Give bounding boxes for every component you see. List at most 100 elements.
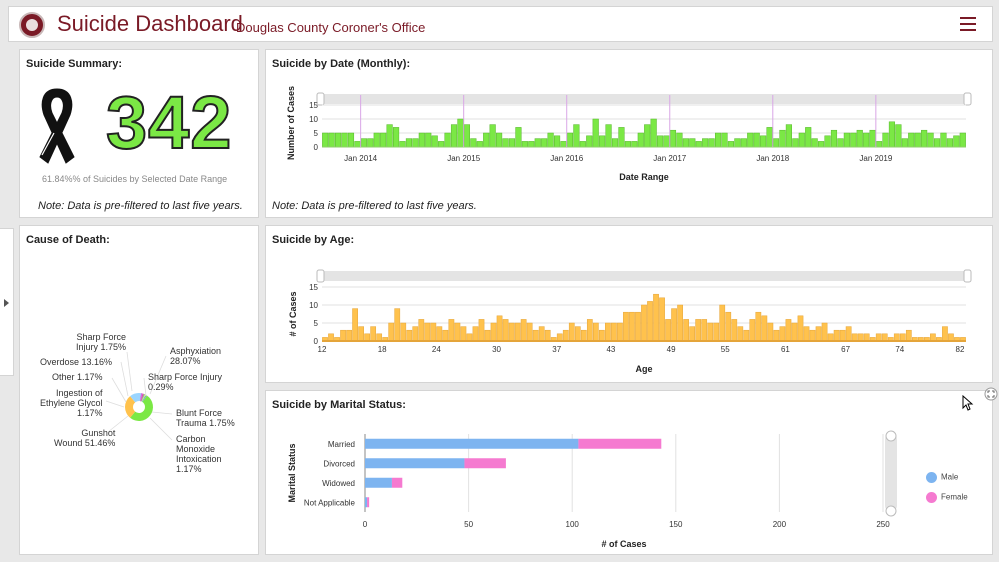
- data-bar: [617, 322, 623, 342]
- data-bar: [566, 132, 574, 148]
- data-bar: [412, 138, 419, 148]
- cause-chart-title: Cause of Death:: [26, 234, 110, 246]
- side-panel-toggle[interactable]: [0, 228, 14, 376]
- x-tick-label: Jan 2016: [550, 154, 583, 163]
- date-bar-chart: 0 5 10 15 Jan 2014 Jan 2015 Jan 2016 Jan 2017 Ja…: [286, 86, 972, 182]
- data-bar: [528, 141, 535, 148]
- data-bar: [725, 311, 732, 342]
- expand-icon[interactable]: [984, 387, 998, 401]
- data-bar: [489, 124, 496, 148]
- data-bar: [568, 322, 575, 342]
- data-bar: [328, 333, 334, 342]
- data-bar: [347, 132, 355, 148]
- hamburger-menu-icon[interactable]: [960, 17, 976, 31]
- data-bar: [845, 326, 852, 342]
- data-bar: [857, 333, 864, 342]
- data-bar: [869, 129, 876, 148]
- data-bar: [895, 124, 902, 148]
- data-bar: [863, 132, 870, 148]
- data-bar: [346, 329, 352, 342]
- data-bar: [875, 333, 882, 342]
- pie-label: Carbon Monoxide Intoxication 1.17%: [176, 434, 222, 474]
- data-bar: [791, 322, 798, 342]
- data-bar: [438, 141, 445, 148]
- data-bar: [946, 138, 953, 148]
- data-bar: [514, 322, 521, 342]
- summary-note: Note: Data is pre-filtered to last five …: [38, 200, 243, 212]
- data-bar: [773, 329, 780, 342]
- data-bar: [556, 333, 563, 342]
- pie-leader-line: [143, 377, 147, 397]
- data-bar: [682, 138, 689, 148]
- stacked-bar-segment: [365, 497, 368, 508]
- data-bar: [502, 138, 509, 148]
- data-bar: [737, 326, 744, 342]
- data-bar: [502, 319, 509, 342]
- data-bar: [821, 322, 828, 342]
- data-bar: [450, 124, 458, 148]
- data-bar: [818, 141, 825, 148]
- data-bar: [695, 141, 702, 148]
- data-bar: [611, 138, 619, 148]
- data-bar: [442, 329, 449, 342]
- y-axis-title: Number of Cases: [286, 86, 296, 160]
- data-bar: [740, 138, 747, 148]
- data-bar: [560, 141, 567, 148]
- pie-leader-line: [120, 361, 129, 397]
- x-tick-label: 55: [721, 345, 730, 354]
- pie-slice: [140, 393, 144, 402]
- data-bar: [637, 132, 644, 148]
- data-bar: [586, 319, 593, 342]
- data-bar: [496, 132, 503, 148]
- summary-panel: Suicide Summary: 342 61.84%% of Suicides…: [19, 49, 259, 218]
- data-bar: [811, 138, 818, 148]
- data-bar: [322, 132, 329, 148]
- marital-chart-title: Suicide by Marital Status:: [272, 399, 406, 411]
- data-bar: [779, 326, 786, 342]
- data-bar: [905, 329, 912, 342]
- data-bar: [483, 132, 490, 148]
- pie-slice: [141, 393, 145, 402]
- date-chart-title: Suicide by Date (Monthly):: [272, 58, 411, 70]
- mouse-cursor-icon: [962, 395, 974, 411]
- stacked-bar-segment: [464, 458, 506, 469]
- range-slider-handle-left: [316, 269, 325, 283]
- data-bar: [689, 326, 696, 342]
- pie-slice: [130, 395, 153, 421]
- data-bar: [629, 311, 635, 342]
- date-note: Note: Data is pre-filtered to last five …: [272, 200, 477, 212]
- data-bar: [406, 329, 413, 342]
- data-bar: [702, 138, 709, 148]
- data-bar: [901, 138, 908, 148]
- data-bar: [418, 132, 425, 148]
- data-bar: [809, 329, 816, 342]
- x-tick-label: 82: [956, 345, 965, 354]
- data-bar: [436, 326, 443, 342]
- legend-female-swatch: [926, 492, 937, 503]
- data-bar: [676, 132, 683, 148]
- y-tick-label: Married: [328, 440, 355, 449]
- data-bar: [586, 135, 593, 148]
- data-bar: [665, 319, 671, 342]
- data-bar: [824, 135, 831, 148]
- data-bar: [851, 333, 858, 342]
- x-tick-label: Jan 2019: [859, 154, 892, 163]
- data-bar: [641, 304, 647, 342]
- data-bar: [394, 308, 401, 342]
- data-bar: [948, 333, 954, 342]
- x-tick-label: Jan 2017: [653, 154, 686, 163]
- data-bar: [444, 132, 451, 148]
- data-bar: [669, 129, 677, 148]
- data-bar: [579, 141, 586, 148]
- y-tick-label: 0: [314, 337, 319, 346]
- data-bar: [671, 308, 677, 342]
- data-bar: [719, 304, 726, 342]
- cause-panel: Cause of Death: Sharp Force Injury 1.75% …: [19, 225, 259, 555]
- x-tick-label: 200: [773, 520, 787, 529]
- scroll-handle-top: [885, 430, 897, 442]
- y-tick-label: 15: [309, 101, 318, 110]
- data-bar: [683, 319, 689, 342]
- data-bar: [839, 329, 846, 342]
- age-bar-chart: 0 5 10 15 12 18 24 30 37 43 49 55 61 67 74 82 Age # of Ca…: [288, 269, 972, 374]
- data-bar: [376, 333, 383, 342]
